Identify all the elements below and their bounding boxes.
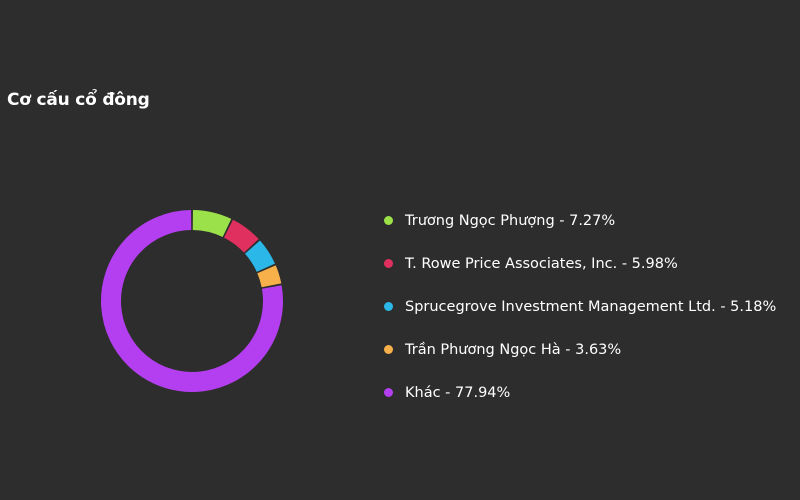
legend-item[interactable]: Sprucegrove Investment Management Ltd. -… [384, 285, 776, 328]
donut-slice[interactable] [223, 219, 259, 253]
legend-label: Trần Phương Ngọc Hà - 3.63% [405, 341, 622, 358]
legend-dot-icon [384, 259, 393, 268]
donut-slice[interactable] [101, 210, 283, 392]
legend-dot-icon [384, 388, 393, 397]
donut-slices [101, 210, 283, 392]
legend-item[interactable]: T. Rowe Price Associates, Inc. - 5.98% [384, 242, 776, 285]
legend-label: T. Rowe Price Associates, Inc. - 5.98% [405, 255, 678, 272]
legend-dot-icon [384, 345, 393, 354]
legend-item[interactable]: Trần Phương Ngọc Hà - 3.63% [384, 328, 776, 371]
section-title: Cơ cấu cổ đông [7, 90, 150, 110]
legend-label: Trương Ngọc Phượng - 7.27% [405, 212, 616, 229]
chart-legend: Trương Ngọc Phượng - 7.27% T. Rowe Price… [384, 199, 776, 414]
legend-item[interactable]: Khác - 77.94% [384, 371, 776, 414]
legend-dot-icon [384, 302, 393, 311]
legend-item[interactable]: Trương Ngọc Phượng - 7.27% [384, 199, 776, 242]
legend-dot-icon [384, 216, 393, 225]
donut-slice[interactable] [257, 265, 282, 288]
legend-label: Sprucegrove Investment Management Ltd. -… [405, 298, 777, 315]
donut-slice[interactable] [192, 210, 232, 238]
legend-label: Khác - 77.94% [405, 384, 511, 401]
donut-slice[interactable] [244, 240, 275, 273]
